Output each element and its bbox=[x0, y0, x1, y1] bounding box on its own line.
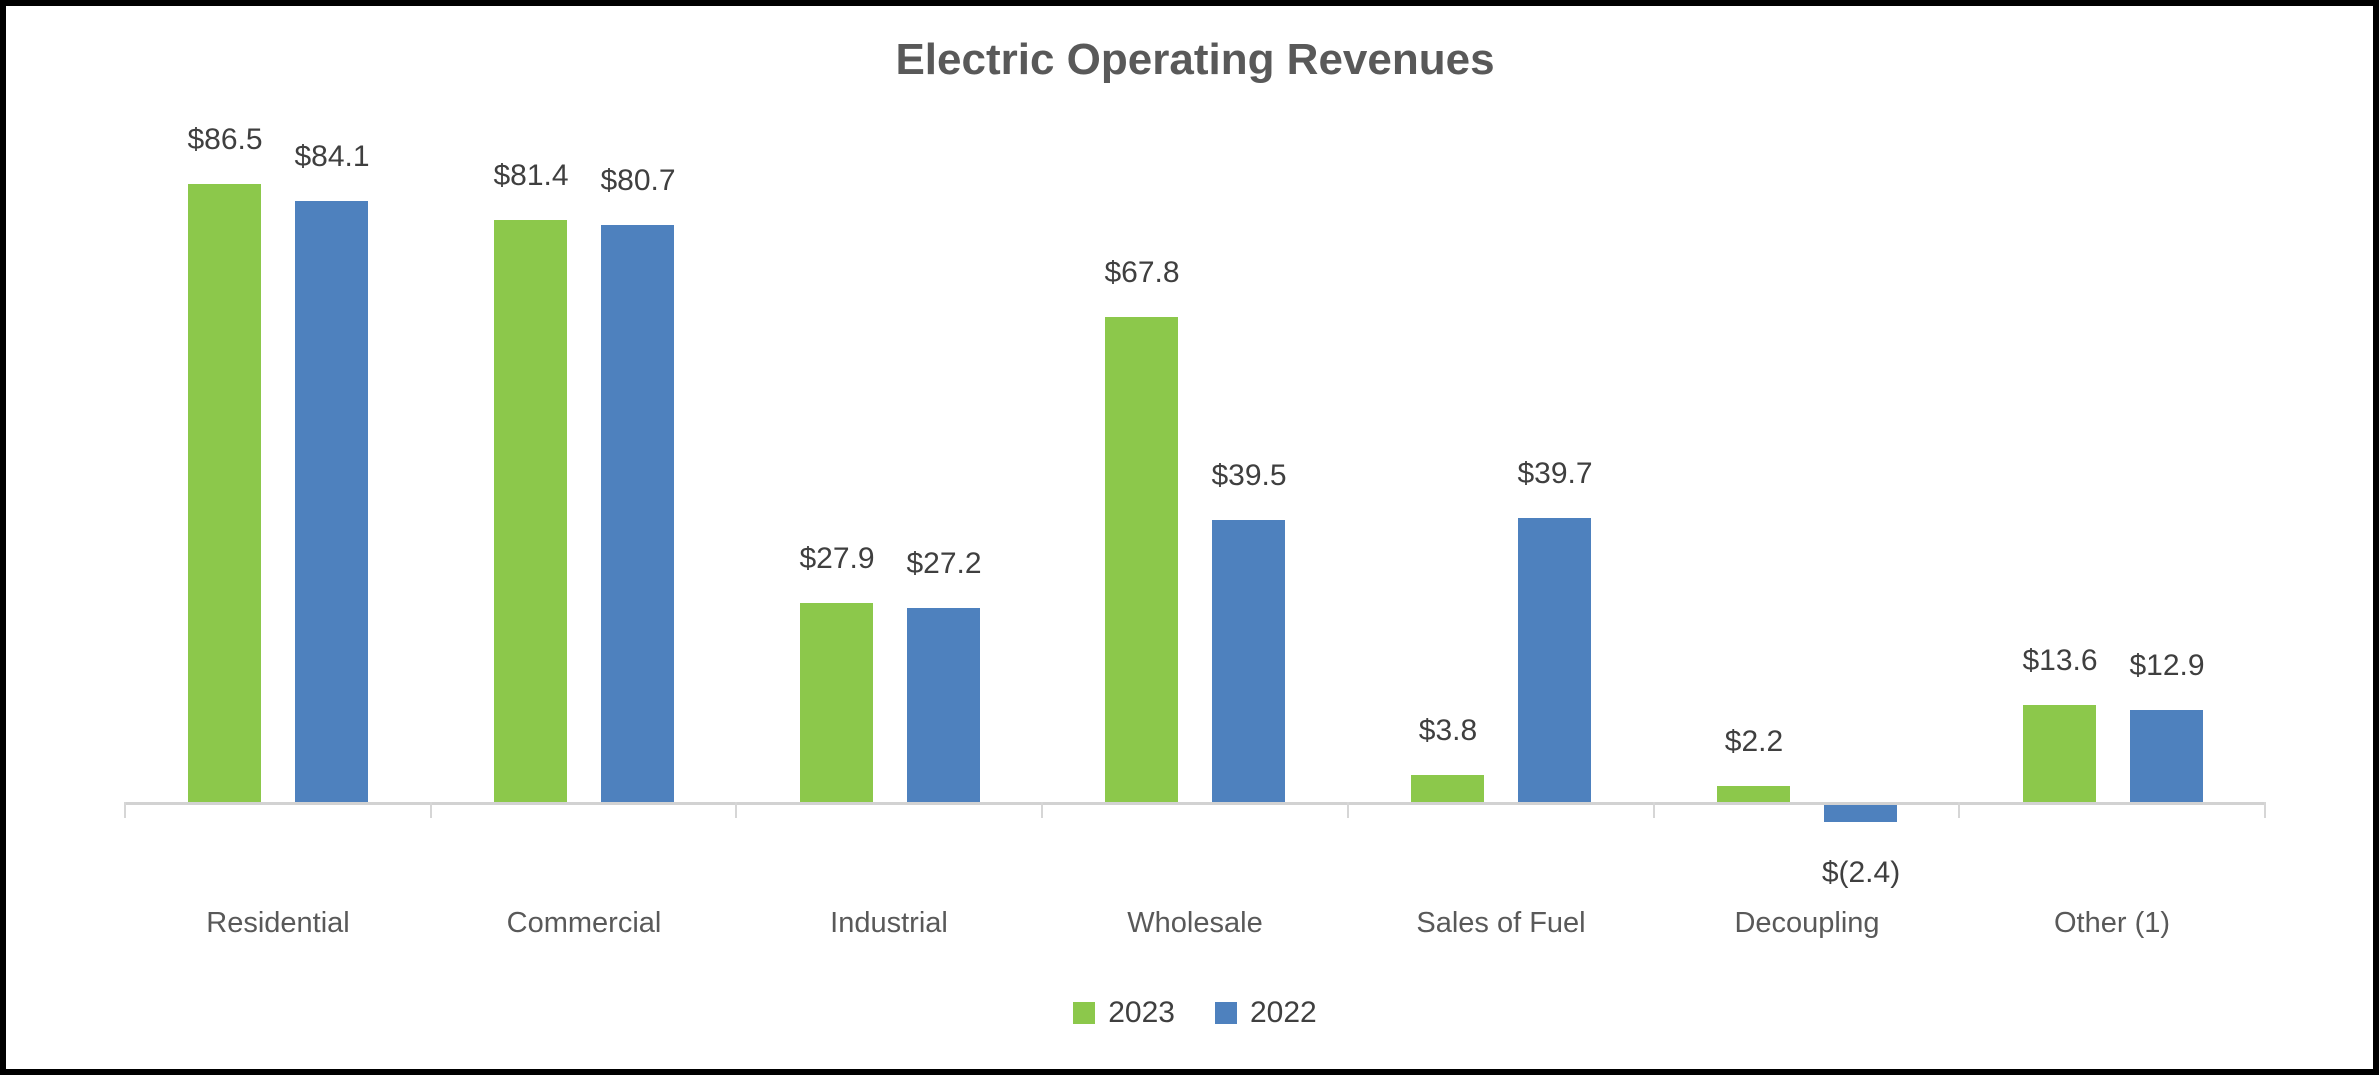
data-label-2023-residential: $86.5 bbox=[187, 123, 263, 156]
bar-2022-other-1 bbox=[2130, 710, 2203, 802]
bar-2022-sales-of-fuel bbox=[1518, 518, 1591, 802]
data-label-2022-sales-of-fuel: $39.7 bbox=[1517, 457, 1593, 490]
bar-2022-commercial bbox=[601, 225, 674, 802]
data-label-2022-other-1: $12.9 bbox=[2129, 649, 2205, 682]
data-label-2023-other-1: $13.6 bbox=[2022, 644, 2098, 677]
category-label-sales-of-fuel: Sales of Fuel bbox=[1416, 907, 1586, 939]
bar-2023-commercial bbox=[494, 220, 567, 802]
data-label-2023-decoupling: $2.2 bbox=[1724, 725, 1784, 758]
category-label-other-1: Other (1) bbox=[2053, 907, 2171, 939]
bar-2023-wholesale bbox=[1105, 317, 1178, 802]
data-label-2022-wholesale: $39.5 bbox=[1211, 459, 1287, 492]
data-label-2023-wholesale: $67.8 bbox=[1104, 256, 1180, 289]
x-axis-tick bbox=[1653, 802, 1655, 818]
bar-2022-industrial bbox=[907, 608, 980, 802]
data-label-2023-industrial: $27.9 bbox=[799, 542, 875, 575]
data-label-2022-commercial: $80.7 bbox=[600, 164, 676, 197]
category-label-decoupling: Decoupling bbox=[1734, 907, 1880, 939]
plot-area: Residential $86.5 $84.1 Commercial $81.4 $80.… bbox=[6, 6, 2373, 1069]
data-label-2022-residential: $84.1 bbox=[294, 140, 370, 173]
legend-item-2022: 2022 bbox=[1215, 996, 1317, 1030]
x-axis-tick bbox=[735, 802, 737, 818]
legend-label-2022: 2022 bbox=[1250, 996, 1317, 1029]
legend-label-2023: 2023 bbox=[1108, 996, 1175, 1029]
legend: 2023 2022 bbox=[125, 996, 2265, 1030]
bar-2023-decoupling bbox=[1717, 786, 1790, 802]
x-axis-tick bbox=[1347, 802, 1349, 818]
x-axis-tick bbox=[124, 802, 126, 818]
x-axis-tick bbox=[430, 802, 432, 818]
data-label-2022-industrial: $27.2 bbox=[906, 547, 982, 580]
bar-2022-residential bbox=[295, 201, 368, 802]
bar-2022-decoupling bbox=[1824, 805, 1897, 822]
data-label-2023-commercial: $81.4 bbox=[493, 159, 569, 192]
bar-2023-residential bbox=[188, 184, 261, 802]
chart-title: Electric Operating Revenues bbox=[895, 35, 1495, 84]
category-label-residential: Residential bbox=[206, 907, 350, 939]
x-axis-tick bbox=[1958, 802, 1960, 818]
bar-2023-industrial bbox=[800, 603, 873, 802]
data-label-2023-sales-of-fuel: $3.8 bbox=[1418, 714, 1478, 747]
bar-2023-sales-of-fuel bbox=[1411, 775, 1484, 802]
category-label-industrial: Industrial bbox=[830, 907, 948, 939]
data-label-2022-decoupling: $(2.4) bbox=[1821, 856, 1901, 889]
legend-swatch-2023 bbox=[1073, 1002, 1096, 1024]
legend-swatch-2022 bbox=[1215, 1002, 1237, 1024]
x-axis-tick bbox=[1041, 802, 1043, 818]
category-label-commercial: Commercial bbox=[506, 907, 662, 939]
x-axis-tick bbox=[2264, 802, 2266, 818]
bar-2023-other-1 bbox=[2023, 705, 2096, 802]
bar-2022-wholesale bbox=[1212, 520, 1285, 802]
legend-item-2023: 2023 bbox=[1073, 996, 1175, 1030]
category-label-wholesale: Wholesale bbox=[1127, 907, 1263, 939]
x-axis-line bbox=[125, 802, 2265, 805]
